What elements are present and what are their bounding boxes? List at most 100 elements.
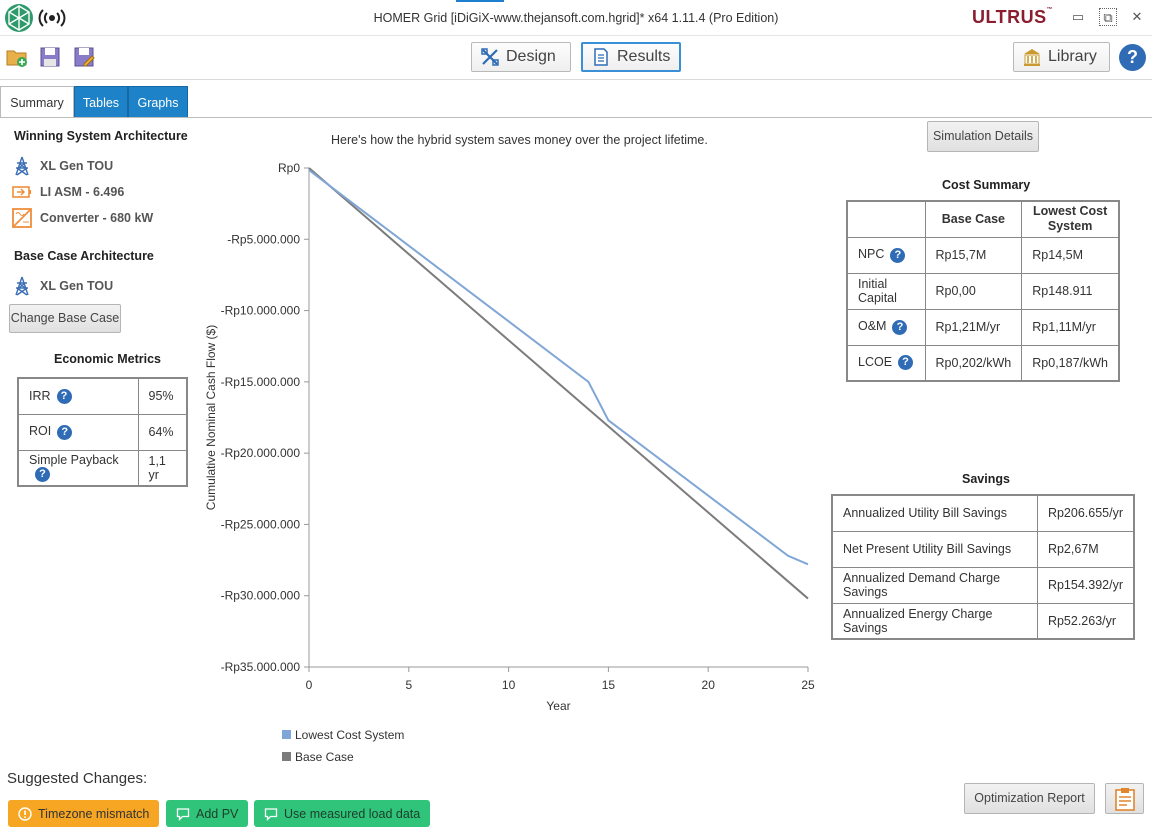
savings-value: Rp154.392/yr: [1036, 566, 1135, 604]
legend-swatch: [282, 752, 291, 761]
winning-item: LI ASM - 6.496: [12, 182, 124, 202]
table-row: Initial Capital Rp0,00 Rp148.911: [846, 272, 1120, 310]
design-button[interactable]: Design: [471, 42, 571, 72]
tab-graphs[interactable]: Graphs: [128, 86, 188, 118]
legend-label: Lowest Cost System: [295, 728, 404, 742]
table-row: Annualized Utility Bill Savings Rp206.65…: [831, 494, 1135, 532]
help-button[interactable]: ?: [1119, 44, 1146, 71]
winning-item-label: Converter - 680 kW: [40, 211, 154, 225]
table-row: Annualized Demand Charge Savings Rp154.3…: [831, 566, 1135, 604]
tab-summary[interactable]: Summary: [0, 86, 74, 118]
chip-label: Add PV: [196, 806, 239, 821]
timezone-mismatch-chip[interactable]: Timezone mismatch: [8, 800, 160, 827]
cost-header-empty: [846, 200, 926, 238]
savings-value: Rp206.655/yr: [1036, 494, 1135, 532]
simulation-details-button[interactable]: Simulation Details: [927, 121, 1039, 152]
library-icon: [1024, 49, 1040, 66]
cost-summary-table: Base Case Lowest Cost System NPC? Rp15,7…: [846, 200, 1120, 382]
y-tick-label: -Rp30.000.000: [221, 589, 301, 603]
help-icon[interactable]: ?: [898, 355, 914, 371]
help-icon[interactable]: ?: [892, 319, 908, 335]
base-case-item: XL Gen TOU: [12, 276, 113, 296]
savings-label: Annualized Demand Charge Savings: [831, 566, 1038, 604]
table-row: NPC? Rp15,7M Rp14,5M: [846, 236, 1120, 274]
y-axis-label: Cumulative Nominal Cash Flow ($): [204, 325, 218, 510]
tab-tables[interactable]: Tables: [74, 86, 128, 118]
winning-item-label: XL Gen TOU: [40, 159, 114, 173]
table-row: IRR? 95%: [17, 377, 188, 415]
design-tools-icon: [481, 48, 499, 66]
metric-value: 64%: [137, 413, 188, 451]
help-icon[interactable]: ?: [56, 388, 72, 404]
savings-value: Rp2,67M: [1036, 530, 1135, 568]
toolbar: Design Results Library ?: [0, 36, 1152, 80]
minimize-button[interactable]: ▭: [1071, 9, 1085, 24]
cost-lowest-value: Rp1,11M/yr: [1021, 308, 1120, 346]
use-measured-load-chip[interactable]: Use measured load data: [254, 800, 431, 827]
help-icon[interactable]: ?: [57, 424, 73, 440]
table-row: ROI? 64%: [17, 413, 188, 451]
y-tick-label: -Rp20.000.000: [221, 446, 301, 460]
table-row: Net Present Utility Bill Savings Rp2,67M: [831, 530, 1135, 568]
chip-label: Use measured load data: [284, 806, 421, 821]
suggested-changes-heading: Suggested Changes:: [7, 770, 148, 787]
x-axis-label: Year: [546, 699, 570, 713]
savings-label: Net Present Utility Bill Savings: [831, 530, 1038, 568]
legend-label: Base Case: [295, 750, 354, 764]
x-tick-label: 15: [602, 678, 616, 692]
winning-architecture-heading: Winning System Architecture: [14, 129, 188, 143]
series-line-base-case: [308, 167, 809, 600]
x-tick-label: 0: [306, 678, 313, 692]
winning-item: Converter - 680 kW: [12, 208, 153, 228]
y-tick-label: -Rp35.000.000: [221, 660, 301, 674]
library-button[interactable]: Library: [1013, 42, 1110, 72]
y-tick-label: -Rp15.000.000: [221, 375, 301, 389]
series-line-lowest-cost-system: [308, 169, 809, 566]
savings-table: Annualized Utility Bill Savings Rp206.65…: [831, 494, 1135, 640]
y-tick-label: -Rp25.000.000: [221, 517, 301, 531]
help-icon[interactable]: ?: [35, 467, 50, 483]
metric-label: Simple Payback?: [17, 449, 139, 487]
chart-caption: Here's how the hybrid system saves money…: [331, 133, 708, 147]
broadcast-icon[interactable]: [38, 8, 66, 28]
y-tick-label: -Rp10.000.000: [221, 304, 301, 318]
cost-base-value: Rp15,7M: [924, 236, 1023, 274]
x-tick-label: 10: [502, 678, 516, 692]
winning-item-label: LI ASM - 6.496: [40, 185, 125, 199]
cost-lowest-value: Rp0,187/kWh: [1021, 344, 1120, 382]
base-case-item-label: XL Gen TOU: [40, 279, 114, 293]
economic-metrics-heading: Economic Metrics: [54, 352, 161, 366]
cost-base-value: Rp0,00: [924, 272, 1023, 310]
restore-button[interactable]: ⧉: [1099, 8, 1117, 26]
converter-icon: [12, 208, 32, 228]
save-as-icon[interactable]: [72, 45, 96, 69]
table-row: LCOE? Rp0,202/kWh Rp0,187/kWh: [846, 344, 1120, 382]
metric-value: 1,1 yr: [137, 449, 188, 487]
savings-heading: Savings: [962, 472, 1010, 486]
cost-base-value: Rp0,202/kWh: [924, 344, 1023, 382]
design-label: Design: [506, 48, 556, 65]
optimization-report-button[interactable]: Optimization Report: [964, 783, 1095, 814]
add-pv-chip[interactable]: Add PV: [166, 800, 249, 827]
cash-flow-chart: Rp0 -Rp5.000.000 -Rp10.000.000 -Rp15.000.00…: [204, 161, 815, 764]
report-clipboard-button[interactable]: [1105, 783, 1144, 814]
cost-header-base: Base Case: [924, 200, 1023, 238]
results-button[interactable]: Results: [581, 42, 681, 72]
y-tick-label: Rp0: [278, 161, 300, 175]
new-folder-icon[interactable]: [5, 45, 29, 69]
homer-logo-icon: [5, 4, 33, 32]
grid-tower-icon: [15, 276, 29, 296]
table-header-row: Base Case Lowest Cost System: [846, 200, 1120, 238]
metric-value: 95%: [137, 377, 188, 415]
cost-summary-heading: Cost Summary: [942, 178, 1031, 192]
chip-label: Timezone mismatch: [38, 806, 150, 821]
cost-lowest-value: Rp14,5M: [1021, 236, 1120, 274]
base-case-architecture-heading: Base Case Architecture: [14, 249, 154, 263]
cost-label: LCOE?: [846, 344, 926, 382]
savings-value: Rp52.263/yr: [1036, 602, 1135, 640]
change-base-case-button[interactable]: Change Base Case: [9, 304, 121, 333]
metric-label: IRR?: [17, 377, 139, 415]
close-button[interactable]: ✕: [1131, 9, 1143, 24]
save-icon[interactable]: [38, 45, 62, 69]
help-icon[interactable]: ?: [890, 247, 906, 263]
